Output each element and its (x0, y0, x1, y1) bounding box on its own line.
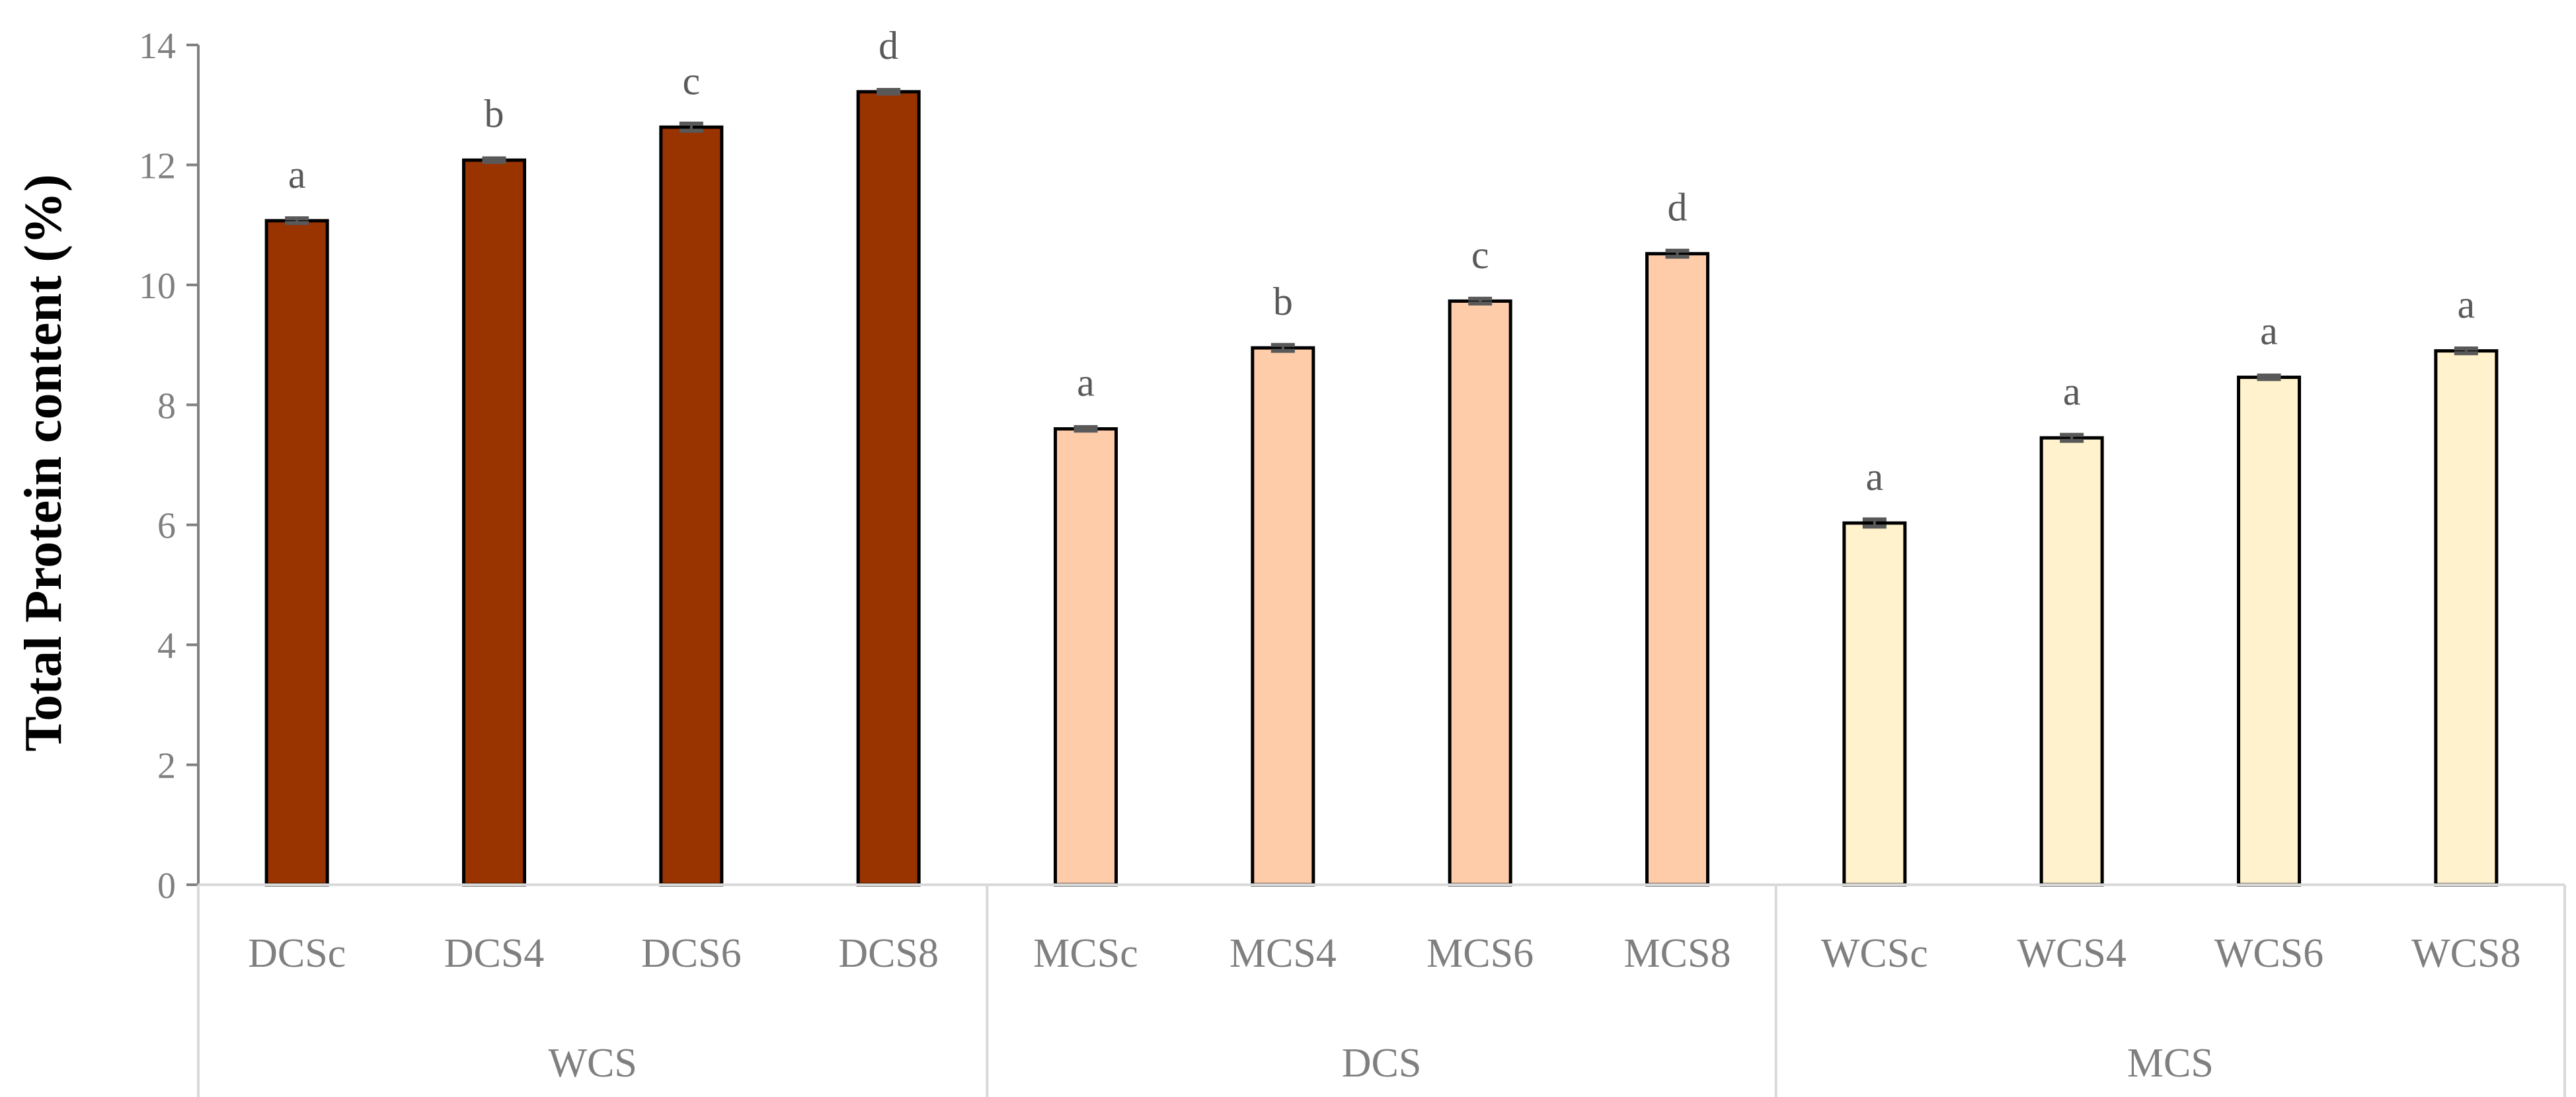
x-tick-label-wcsc: WCSc (1821, 931, 1928, 976)
significance-letter-mcs6: c (1471, 233, 1489, 276)
significance-letter-mcsc: a (1077, 361, 1095, 405)
group-label-wcs: WCS (548, 1041, 637, 1086)
x-tick-label-wcs8: WCS8 (2411, 931, 2520, 976)
x-tick-label-mcs6: MCS6 (1426, 931, 1534, 976)
significance-letter-dcsc: a (288, 153, 306, 196)
significance-letter-mcs4: b (1273, 280, 1293, 323)
significance-letter-wcs4: a (2063, 370, 2081, 413)
y-tick-label: 12 (139, 145, 176, 186)
significance-letter-dcs4: b (485, 92, 504, 136)
group-label-mcs: MCS (2127, 1041, 2214, 1086)
bar-dcs6 (659, 125, 724, 887)
x-tick-label-dcsc: DCSc (248, 931, 346, 976)
y-axis-title: Total Protein content (%) (15, 174, 73, 751)
bar-mcs8 (1645, 252, 1709, 887)
x-tick-label-mcs4: MCS4 (1229, 931, 1337, 976)
x-tick-label-dcs8: DCS8 (838, 931, 939, 976)
bar-mcs4 (1251, 346, 1315, 887)
y-tick-label: 4 (157, 626, 176, 667)
significance-letter-wcs6: a (2260, 309, 2278, 353)
bar-wcs6 (2237, 376, 2301, 887)
significance-letter-wcs8: a (2458, 283, 2476, 327)
bars: a b c d a b c d a a a a (264, 24, 2499, 887)
x-tick-label-mcsc: MCSc (1033, 931, 1138, 976)
bar-wcsc (1842, 521, 1907, 887)
x-tick-label-dcs6: DCS6 (641, 931, 742, 976)
significance-letter-wcsc: a (1866, 455, 1884, 499)
group-label-dcs: DCS (1342, 1041, 1422, 1086)
y-tick-label: 14 (139, 26, 176, 67)
bar-dcsc (264, 219, 329, 887)
significance-letter-dcs6: c (683, 59, 701, 102)
y-tick-label: 6 (157, 506, 176, 547)
bar-mcsc (1054, 427, 1118, 887)
x-tick-label-wcs4: WCS4 (2017, 931, 2126, 976)
y-tick-label: 2 (157, 746, 176, 787)
y-tick-label: 8 (157, 386, 176, 427)
bar-dcs8 (856, 90, 921, 887)
significance-letter-dcs8: d (878, 24, 898, 67)
y-tick-label: 0 (157, 866, 176, 907)
bar-dcs4 (462, 158, 526, 887)
x-tick-label-dcs4: DCS4 (444, 931, 545, 976)
bar-mcs6 (1448, 299, 1512, 887)
bar-wcs8 (2434, 349, 2499, 887)
y-axis: 0 2 4 6 8 10 12 14 (139, 26, 200, 907)
x-axis: DCSc DCS4 DCS6 DCS8 MCSc MCS4 MCS6 MCS8 WCSc WCS4… (197, 883, 2566, 1097)
y-tick-label: 10 (139, 266, 176, 307)
x-tick-label-wcs6: WCS6 (2214, 931, 2323, 976)
bar-wcs4 (2039, 436, 2104, 887)
significance-letter-mcs8: d (1668, 186, 1688, 229)
x-tick-label-mcs8: MCS8 (1624, 931, 1731, 976)
